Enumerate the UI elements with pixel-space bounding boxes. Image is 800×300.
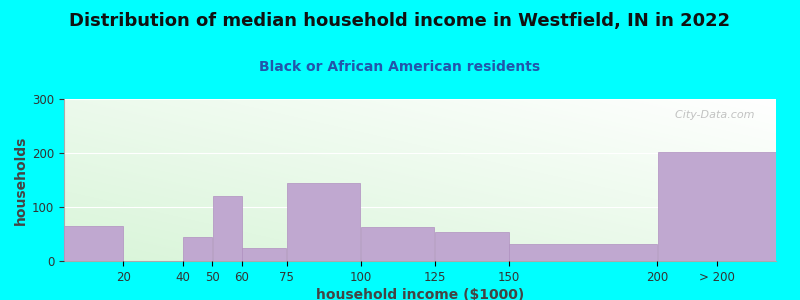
X-axis label: household income ($1000): household income ($1000) (316, 288, 524, 300)
Bar (242, 248, 286, 261)
Bar (183, 237, 212, 261)
Text: City-Data.com: City-Data.com (668, 110, 754, 120)
Bar (510, 244, 657, 261)
Bar (65, 226, 123, 261)
Bar (213, 196, 242, 261)
Text: Black or African American residents: Black or African American residents (259, 60, 541, 74)
Y-axis label: households: households (14, 135, 28, 225)
Bar (435, 232, 509, 261)
Bar (361, 227, 434, 261)
Bar (658, 152, 775, 261)
Bar (287, 183, 360, 261)
Text: Distribution of median household income in Westfield, IN in 2022: Distribution of median household income … (70, 12, 730, 30)
